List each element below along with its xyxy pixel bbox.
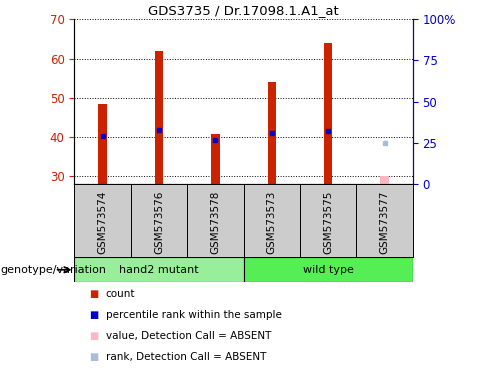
Bar <box>155 51 163 184</box>
Text: GSM573576: GSM573576 <box>154 190 164 253</box>
Text: wild type: wild type <box>303 265 354 275</box>
Bar <box>211 134 220 184</box>
Text: GSM573578: GSM573578 <box>210 190 220 253</box>
Bar <box>267 82 276 184</box>
Bar <box>324 43 333 184</box>
Bar <box>243 257 413 282</box>
Text: rank, Detection Call = ABSENT: rank, Detection Call = ABSENT <box>106 352 266 362</box>
Text: ■: ■ <box>89 289 98 299</box>
Text: GSM573575: GSM573575 <box>323 190 333 253</box>
Text: GSM573574: GSM573574 <box>97 190 108 253</box>
Bar <box>380 175 389 184</box>
Bar <box>74 257 243 282</box>
Text: ■: ■ <box>89 331 98 341</box>
Text: percentile rank within the sample: percentile rank within the sample <box>106 310 281 320</box>
Text: ■: ■ <box>89 352 98 362</box>
Title: GDS3735 / Dr.17098.1.A1_at: GDS3735 / Dr.17098.1.A1_at <box>148 3 339 17</box>
Text: genotype/variation: genotype/variation <box>0 265 106 275</box>
Bar <box>98 104 107 184</box>
Text: ■: ■ <box>89 310 98 320</box>
Text: hand2 mutant: hand2 mutant <box>119 265 199 275</box>
Text: GSM573573: GSM573573 <box>267 190 277 253</box>
Text: count: count <box>106 289 135 299</box>
Text: GSM573577: GSM573577 <box>380 190 390 253</box>
Text: value, Detection Call = ABSENT: value, Detection Call = ABSENT <box>106 331 271 341</box>
